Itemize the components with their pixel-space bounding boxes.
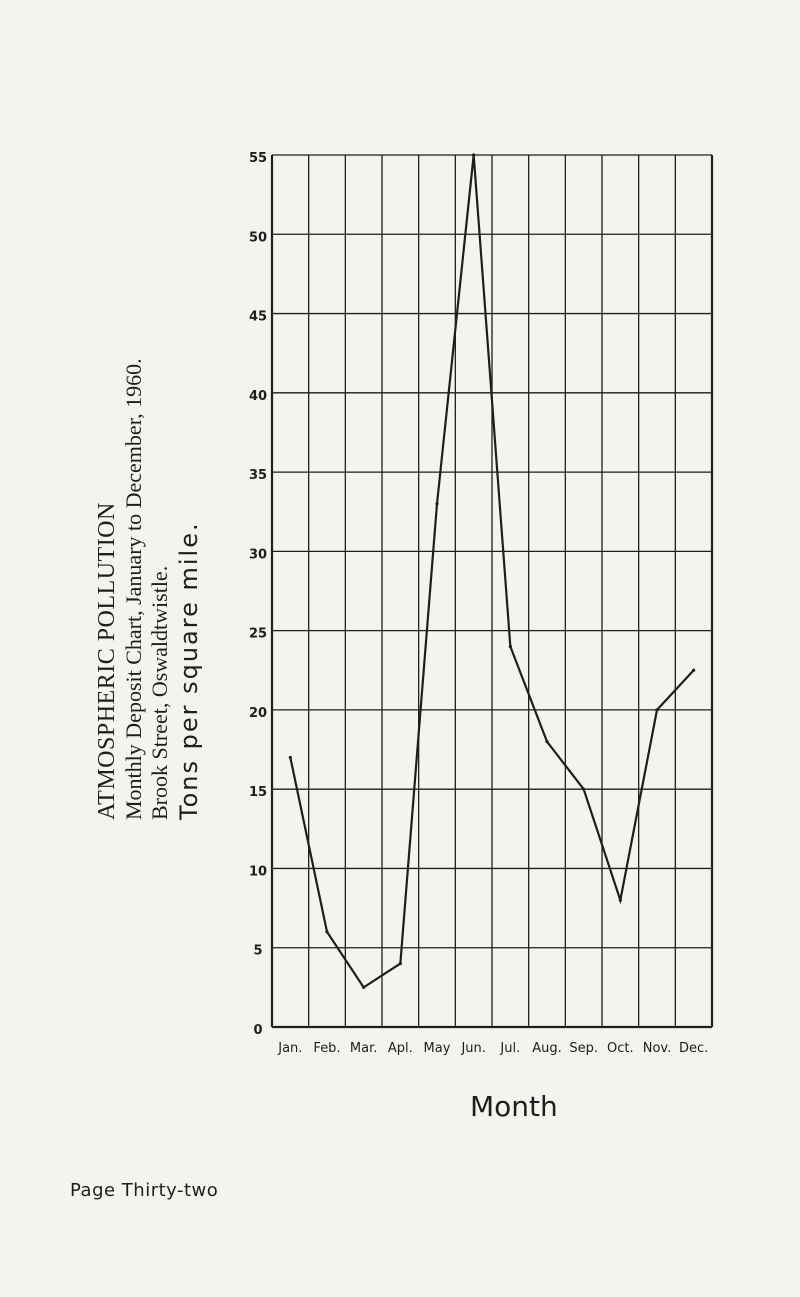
- chart-title-block: ATMOSPHERIC POLLUTION Monthly Deposit Ch…: [94, 120, 225, 820]
- x-axis-label: Month: [470, 1090, 558, 1123]
- chart-subtitle: Monthly Deposit Chart, January to Decemb…: [121, 358, 146, 820]
- data-line: [289, 154, 695, 989]
- chart-title: ATMOSPHERIC POLLUTION: [94, 502, 120, 820]
- y-tick-label: 45: [249, 310, 267, 325]
- x-tick-label: Oct.: [607, 1041, 634, 1056]
- x-tick-label: Nov.: [643, 1041, 672, 1056]
- x-tick-label: Feb.: [313, 1041, 340, 1056]
- data-point: [435, 502, 439, 506]
- y-tick-label: 55: [249, 151, 267, 166]
- x-tick-label: Mar.: [350, 1041, 377, 1056]
- x-tick-label: Jul.: [499, 1041, 520, 1056]
- y-tick-label: 30: [249, 547, 267, 562]
- data-point: [362, 985, 366, 989]
- y-tick-label: 25: [249, 627, 267, 642]
- x-tick-label: Aug.: [532, 1041, 562, 1056]
- data-point: [472, 153, 476, 157]
- data-point: [398, 961, 402, 966]
- y-tick-label: 15: [249, 785, 267, 800]
- x-tick-label: May: [424, 1041, 451, 1056]
- data-point: [655, 708, 659, 712]
- chart-location: Brook Street, Oswaldtwistle.: [147, 565, 172, 820]
- data-point: [288, 755, 292, 760]
- y-tick-label: 35: [249, 468, 267, 483]
- data-point: [545, 740, 549, 744]
- data-point: [692, 668, 696, 672]
- data-point: [582, 787, 586, 791]
- data-point: [325, 930, 329, 934]
- x-tick-label: Dec.: [679, 1041, 708, 1056]
- x-tick-label: Jan.: [277, 1041, 302, 1056]
- data-point: [618, 898, 622, 902]
- y-tick-label: 40: [249, 389, 267, 404]
- page-footer: Page Thirty-two: [70, 1180, 219, 1201]
- y-tick-label: 0: [253, 1023, 262, 1038]
- y-tick-label: 10: [249, 864, 267, 879]
- y-tick-label: 50: [249, 230, 267, 245]
- x-tick-label: Sep.: [569, 1041, 598, 1056]
- x-tick-label: Apl.: [388, 1041, 413, 1056]
- y-tick-label: 5: [253, 944, 262, 959]
- x-tick-label: Jun.: [460, 1041, 485, 1056]
- y-axis-label: Tons per square mile.: [175, 521, 203, 820]
- y-tick-label: 20: [249, 706, 267, 721]
- data-point: [508, 644, 512, 649]
